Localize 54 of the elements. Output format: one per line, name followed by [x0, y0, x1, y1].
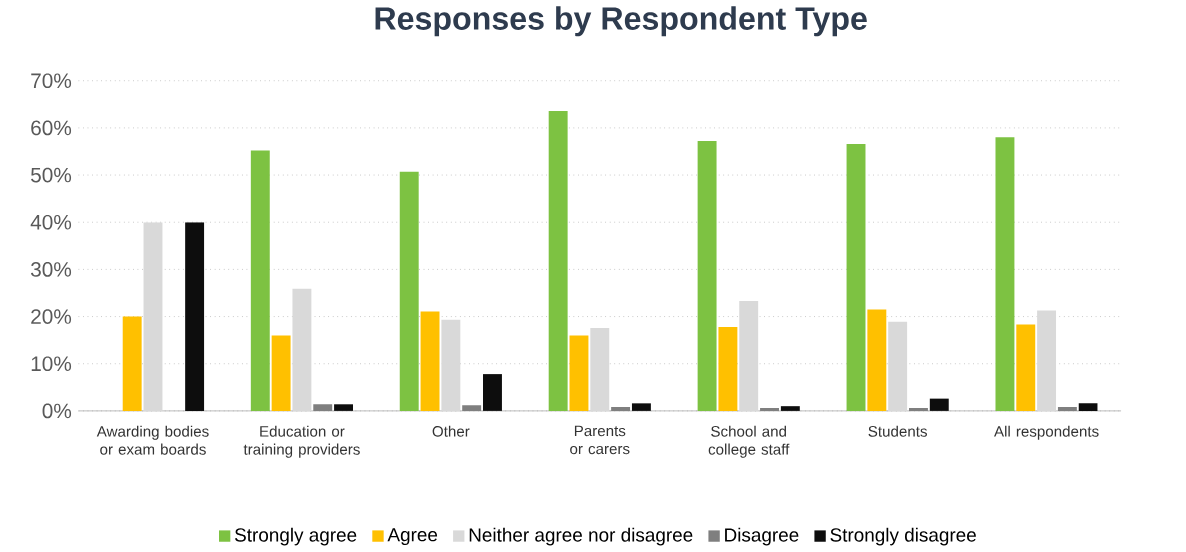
bar [1037, 310, 1057, 411]
bar [909, 408, 928, 411]
bar [399, 171, 419, 411]
bar [929, 398, 949, 411]
bar [271, 335, 291, 411]
y-tick-label: 70% [31, 73, 72, 89]
bar [483, 374, 502, 411]
bar [780, 406, 800, 411]
y-tick-label: 40% [30, 214, 72, 230]
legend-label: Disagree [725, 527, 799, 546]
legend-label: Strongly agree [234, 527, 357, 546]
bar [250, 150, 270, 411]
bar [420, 311, 440, 411]
legend-label: Strongly disagree [830, 527, 976, 546]
x-tick-label: Education or training providers [243, 425, 360, 458]
bar [739, 301, 759, 411]
bar [122, 316, 142, 411]
bar [334, 404, 354, 411]
bar [1057, 407, 1077, 411]
y-tick-label: 30% [30, 262, 72, 277]
bar [697, 141, 717, 411]
legend-label: Neither agree nor disagree [469, 527, 693, 546]
bar [313, 404, 333, 411]
bar [441, 319, 461, 411]
bar [569, 335, 589, 411]
legend-label: Agree [387, 528, 438, 546]
bar [1016, 324, 1036, 411]
bar [1078, 403, 1098, 411]
bar [548, 110, 568, 411]
y-tick-label: 10% [31, 356, 72, 372]
y-tick-label: 50% [31, 167, 72, 183]
x-tick-label: Students [868, 425, 927, 437]
bar [462, 405, 482, 411]
bar [611, 407, 631, 411]
x-tick-label: Parents or carers [570, 425, 630, 455]
bar [292, 288, 312, 411]
x-tick-label: All respondents [994, 425, 1099, 440]
bar [888, 321, 908, 411]
bar [995, 137, 1015, 411]
bar [631, 403, 651, 411]
x-tick-label: Awarding bodies or exam boards [96, 425, 209, 455]
bar [185, 222, 205, 411]
x-tick-label: Other [432, 425, 470, 437]
y-tick-label: 0% [42, 403, 72, 419]
y-tick-label: 60% [31, 120, 72, 136]
x-tick-label: School and college staff [708, 425, 790, 458]
chart-title: Responses by Respondent Type [375, 6, 867, 37]
bar [718, 326, 738, 411]
bar [143, 222, 163, 411]
bar [846, 143, 866, 411]
bar [760, 408, 779, 411]
y-tick-label: 20% [31, 309, 72, 324]
bar [867, 309, 887, 411]
bar [590, 327, 610, 411]
